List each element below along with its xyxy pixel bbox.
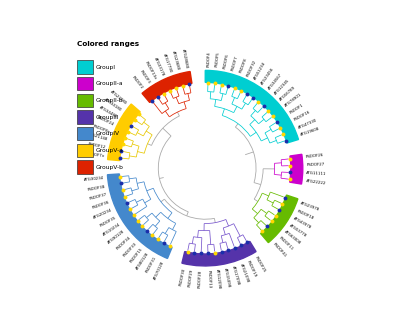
Text: PSDOF11: PSDOF11 xyxy=(278,236,294,252)
Text: ATG23456: ATG23456 xyxy=(260,66,275,85)
Text: GroupII-a: GroupII-a xyxy=(96,81,123,86)
Text: PSDOF36: PSDOF36 xyxy=(92,200,110,210)
Text: PSDOF5: PSDOF5 xyxy=(215,52,220,68)
Text: PSDOF3: PSDOF3 xyxy=(138,69,150,85)
Text: PSDOF41: PSDOF41 xyxy=(272,242,287,258)
Text: PSDOF38: PSDOF38 xyxy=(87,184,106,191)
Text: ATG22222: ATG22222 xyxy=(306,179,326,186)
Text: PSDOF13: PSDOF13 xyxy=(206,270,211,288)
Text: ATG21098: ATG21098 xyxy=(238,263,250,283)
Text: PSDOF30: PSDOF30 xyxy=(178,267,186,286)
Text: GroupI: GroupI xyxy=(96,65,116,70)
Text: PSDOF13x: PSDOF13x xyxy=(144,61,158,80)
Text: PSDOF24: PSDOF24 xyxy=(96,115,114,127)
Text: ATG33178: ATG33178 xyxy=(153,56,165,77)
Text: PSDOF31: PSDOF31 xyxy=(145,256,158,274)
FancyBboxPatch shape xyxy=(77,161,93,174)
Wedge shape xyxy=(205,70,298,143)
Text: ATG51234: ATG51234 xyxy=(254,61,267,81)
Text: PSDOF35: PSDOF35 xyxy=(99,215,117,227)
Text: PSDOF37: PSDOF37 xyxy=(89,192,107,201)
Wedge shape xyxy=(290,154,303,184)
Text: ATG17098: ATG17098 xyxy=(231,265,240,286)
Text: PSDOF18: PSDOF18 xyxy=(296,209,315,220)
Text: PSDOF33: PSDOF33 xyxy=(122,241,137,257)
Text: PSDOF8x: PSDOF8x xyxy=(92,124,111,134)
Text: GroupIII: GroupIII xyxy=(96,115,119,120)
Text: ATG20234: ATG20234 xyxy=(93,208,113,220)
Text: ATG23978: ATG23978 xyxy=(300,201,320,212)
Text: PSDOF7x: PSDOF7x xyxy=(86,152,104,158)
Wedge shape xyxy=(108,174,172,258)
Text: PSDOF25: PSDOF25 xyxy=(254,255,266,273)
FancyBboxPatch shape xyxy=(77,127,93,141)
Text: ATG70128: ATG70128 xyxy=(153,260,165,280)
Text: PSDOF19: PSDOF19 xyxy=(246,259,258,278)
Text: ATG23080: ATG23080 xyxy=(109,90,128,106)
FancyBboxPatch shape xyxy=(77,144,93,157)
Text: ATG23680: ATG23680 xyxy=(171,50,180,71)
Text: GroupV-a: GroupV-a xyxy=(96,148,124,153)
Text: ATG63008: ATG63008 xyxy=(283,230,302,246)
Text: ATG10234: ATG10234 xyxy=(102,222,121,237)
Text: ATG53778: ATG53778 xyxy=(288,223,307,238)
Text: ATG12345: ATG12345 xyxy=(274,78,290,96)
Wedge shape xyxy=(142,72,192,103)
Text: PSDOF8: PSDOF8 xyxy=(238,58,248,74)
Text: PSDOF4: PSDOF4 xyxy=(206,51,211,67)
Text: PSDOF16: PSDOF16 xyxy=(294,110,312,122)
Text: PSDOF2: PSDOF2 xyxy=(131,75,144,90)
Text: ATG11111: ATG11111 xyxy=(306,171,327,176)
Text: ATG43978: ATG43978 xyxy=(292,216,312,230)
Text: PSDOF32: PSDOF32 xyxy=(246,59,258,77)
Text: PSDOF6: PSDOF6 xyxy=(223,53,230,69)
Text: GroupV-b: GroupV-b xyxy=(96,165,124,169)
Text: PSDOF12: PSDOF12 xyxy=(87,142,106,150)
FancyBboxPatch shape xyxy=(77,111,93,124)
Text: PSDOF29: PSDOF29 xyxy=(188,269,194,287)
Text: ATG15098: ATG15098 xyxy=(223,267,231,288)
Text: ATG78901: ATG78901 xyxy=(284,93,303,108)
FancyBboxPatch shape xyxy=(77,61,93,74)
Text: PSDOF27: PSDOF27 xyxy=(306,163,325,167)
Text: ATG80128: ATG80128 xyxy=(136,252,150,271)
Text: ATG28680: ATG28680 xyxy=(181,48,188,69)
Text: ATG12098: ATG12098 xyxy=(215,269,221,290)
Text: ATG47330: ATG47330 xyxy=(297,118,318,130)
Wedge shape xyxy=(108,104,140,161)
Text: ATG34567: ATG34567 xyxy=(267,72,283,90)
Text: ATG34180: ATG34180 xyxy=(104,97,122,112)
Text: ATG56789: ATG56789 xyxy=(279,85,297,102)
Text: ATG21148: ATG21148 xyxy=(87,133,108,142)
Text: ATG34480: ATG34480 xyxy=(98,106,118,119)
Text: PSDOF7: PSDOF7 xyxy=(231,55,239,71)
Text: PSDOF28: PSDOF28 xyxy=(198,269,202,288)
Text: ATG17790: ATG17790 xyxy=(162,53,172,73)
Text: PSDOF1: PSDOF1 xyxy=(289,103,305,115)
Wedge shape xyxy=(182,241,256,266)
Text: PSDOF26: PSDOF26 xyxy=(306,153,324,159)
Text: ATG90128: ATG90128 xyxy=(108,229,126,245)
Text: PSDOF15: PSDOF15 xyxy=(129,247,144,263)
Text: ATG30234: ATG30234 xyxy=(84,176,104,182)
Text: GroupIV: GroupIV xyxy=(96,131,120,136)
FancyBboxPatch shape xyxy=(77,94,93,107)
Text: ATG19608: ATG19608 xyxy=(300,127,321,137)
Text: PSDOF34: PSDOF34 xyxy=(115,235,132,251)
Wedge shape xyxy=(261,195,298,243)
Text: GroupII-b: GroupII-b xyxy=(96,98,123,103)
Text: Colored ranges: Colored ranges xyxy=(77,41,140,47)
FancyBboxPatch shape xyxy=(77,77,93,91)
